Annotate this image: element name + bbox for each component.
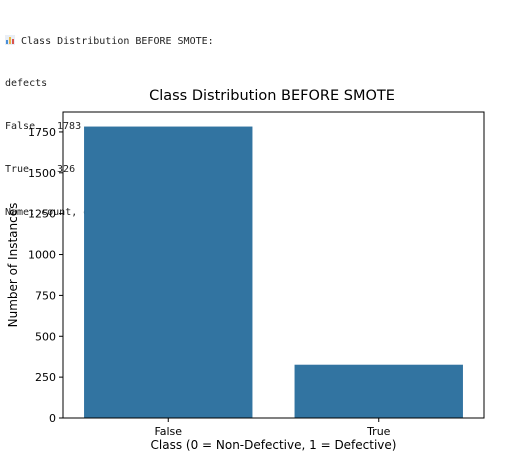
y-axis-label: Number of Instances	[6, 203, 20, 328]
console-header-line: Class Distribution BEFORE SMOTE:	[5, 35, 214, 49]
y-tick-label: 500	[35, 330, 56, 343]
y-tick-label: 250	[35, 371, 56, 384]
bar-false	[84, 127, 252, 418]
y-tick-label: 1750	[28, 126, 56, 139]
y-tick-label: 1500	[28, 167, 56, 180]
y-tick-label: 750	[35, 289, 56, 302]
x-tick-label: False	[154, 425, 182, 438]
y-tick-label: 1250	[28, 208, 56, 221]
bars-layer	[84, 127, 463, 418]
y-axis: 0 250 500 750 1000 1250 1500 1750	[28, 126, 63, 425]
bar-chart-icon	[5, 35, 15, 45]
x-tick-label: True	[366, 425, 391, 438]
bar-true	[295, 365, 463, 418]
bar-chart: Class Distribution BEFORE SMOTE 0 250 500 7…	[0, 80, 524, 462]
y-tick-label: 1000	[28, 249, 56, 262]
console-header: Class Distribution BEFORE SMOTE:	[21, 36, 214, 47]
x-axis-label: Class (0 = Non-Defective, 1 = Defective)	[151, 438, 397, 452]
chart-title: Class Distribution BEFORE SMOTE	[149, 88, 395, 104]
x-axis: False True	[154, 418, 390, 438]
y-tick-label: 0	[49, 412, 56, 425]
